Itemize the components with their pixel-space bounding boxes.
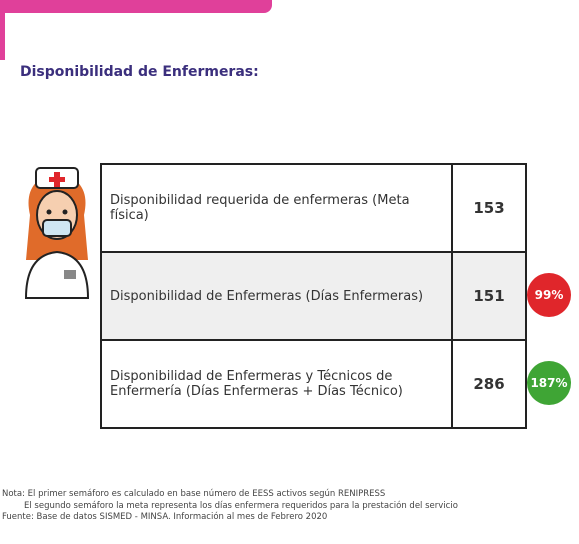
notes: Nota: El primer semáforo es calculado en… [2, 489, 458, 524]
row-value: 286 [451, 339, 527, 429]
section-title: Disponibilidad de Enfermeras: [20, 64, 259, 80]
row-value: 153 [451, 163, 527, 253]
row-value: 151 [451, 251, 527, 341]
row-label: Disponibilidad de Enfermeras y Técnicos … [100, 339, 453, 429]
data-table: Disponibilidad requerida de enfermeras (… [100, 163, 527, 429]
note-line: Fuente: Base de datos SISMED - MINSA. In… [2, 512, 328, 522]
nurse-icon [24, 167, 90, 299]
table-row: Disponibilidad requerida de enfermeras (… [100, 163, 527, 253]
row-label: Disponibilidad de Enfermeras (Días Enfer… [100, 251, 453, 341]
table-row: Disponibilidad de Enfermeras y Técnicos … [100, 339, 527, 429]
badge: 187% [527, 361, 571, 405]
header-tab [0, 0, 272, 13]
note-line: Nota: El primer semáforo es calculado en… [2, 489, 386, 499]
note-line: El segundo semáforo la meta representa l… [24, 500, 458, 511]
header-edge [0, 0, 5, 60]
row-label: Disponibilidad requerida de enfermeras (… [100, 163, 453, 253]
table-row: Disponibilidad de Enfermeras (Días Enfer… [100, 251, 527, 341]
badge: 99% [527, 273, 571, 317]
